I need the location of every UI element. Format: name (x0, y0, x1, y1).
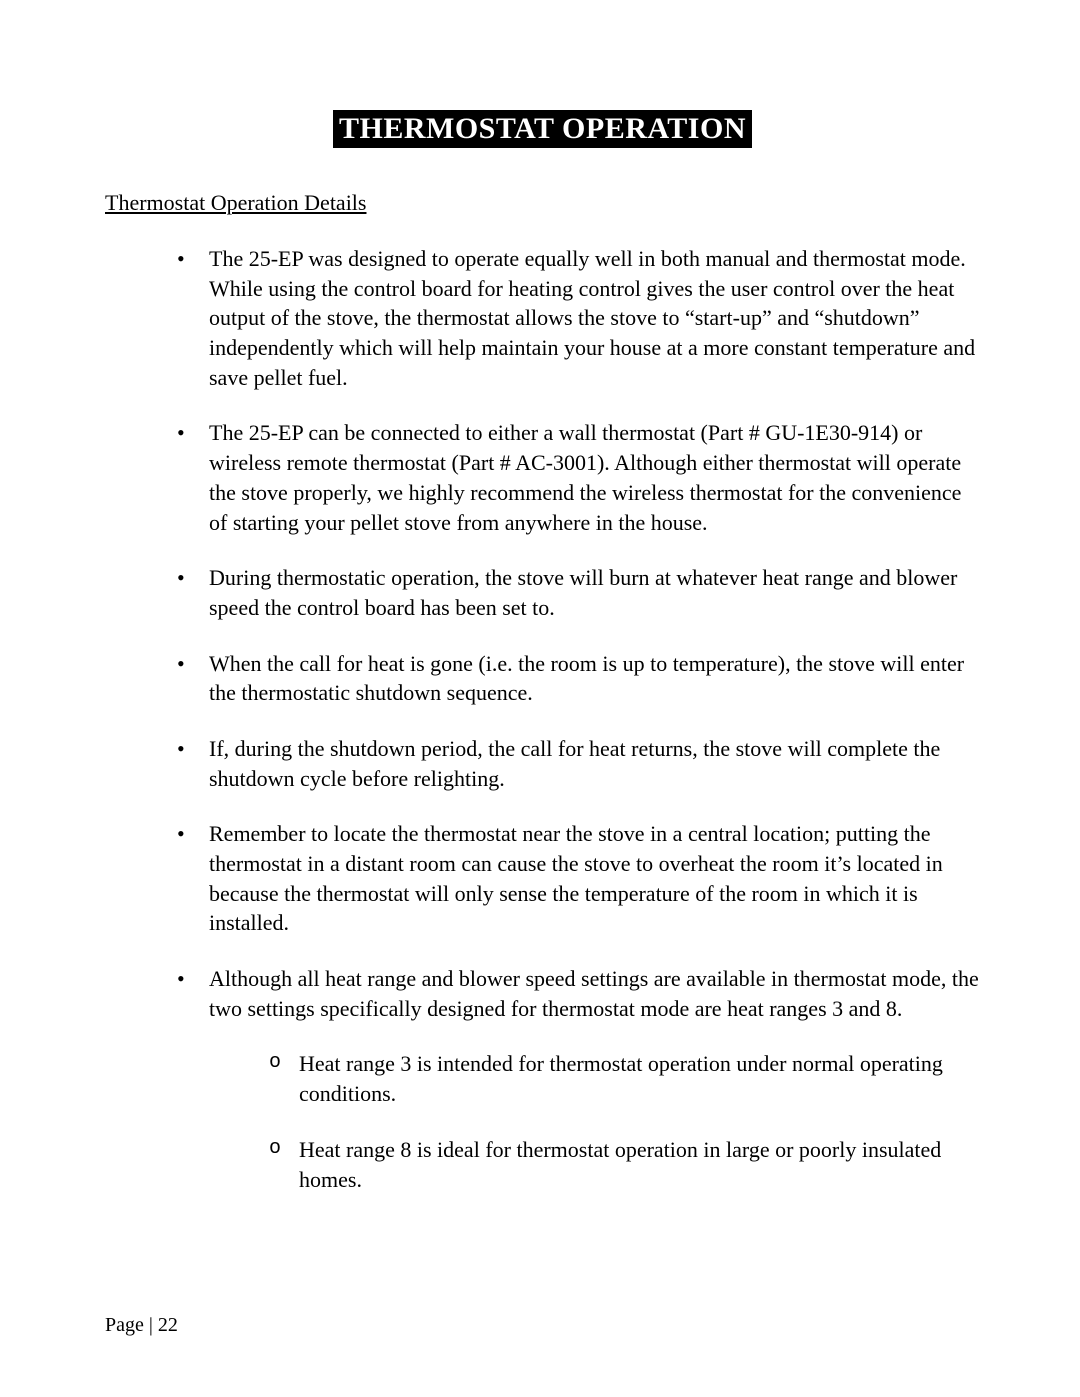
list-item-text: The 25-EP was designed to operate equall… (209, 246, 975, 390)
sub-list-item: Heat range 3 is intended for thermostat … (269, 1049, 980, 1108)
section-subheading: Thermostat Operation Details (105, 190, 980, 216)
list-item: Although all heat range and blower speed… (177, 964, 980, 1194)
list-item-text: Although all heat range and blower speed… (209, 966, 979, 1021)
sub-list-item-text: Heat range 3 is intended for thermostat … (299, 1051, 943, 1106)
list-item-text: The 25-EP can be connected to either a w… (209, 420, 961, 534)
list-item: The 25-EP can be connected to either a w… (177, 418, 980, 537)
list-item-text: If, during the shutdown period, the call… (209, 736, 940, 791)
bullet-list: The 25-EP was designed to operate equall… (105, 244, 980, 1194)
list-item: Remember to locate the thermostat near t… (177, 819, 980, 938)
list-item: When the call for heat is gone (i.e. the… (177, 649, 980, 708)
list-item-text: Remember to locate the thermostat near t… (209, 821, 943, 935)
list-item: During thermostatic operation, the stove… (177, 563, 980, 622)
list-item-text: When the call for heat is gone (i.e. the… (209, 651, 964, 706)
page-number-footer: Page | 22 (105, 1314, 178, 1337)
title-container: THERMOSTAT OPERATION (105, 110, 980, 148)
sub-list-item-text: Heat range 8 is ideal for thermostat ope… (299, 1137, 941, 1192)
list-item-text: During thermostatic operation, the stove… (209, 565, 957, 620)
list-item: The 25-EP was designed to operate equall… (177, 244, 980, 392)
list-item: If, during the shutdown period, the call… (177, 734, 980, 793)
page-title: THERMOSTAT OPERATION (333, 110, 752, 148)
sub-list-item: Heat range 8 is ideal for thermostat ope… (269, 1135, 980, 1194)
sub-list: Heat range 3 is intended for thermostat … (209, 1049, 980, 1194)
